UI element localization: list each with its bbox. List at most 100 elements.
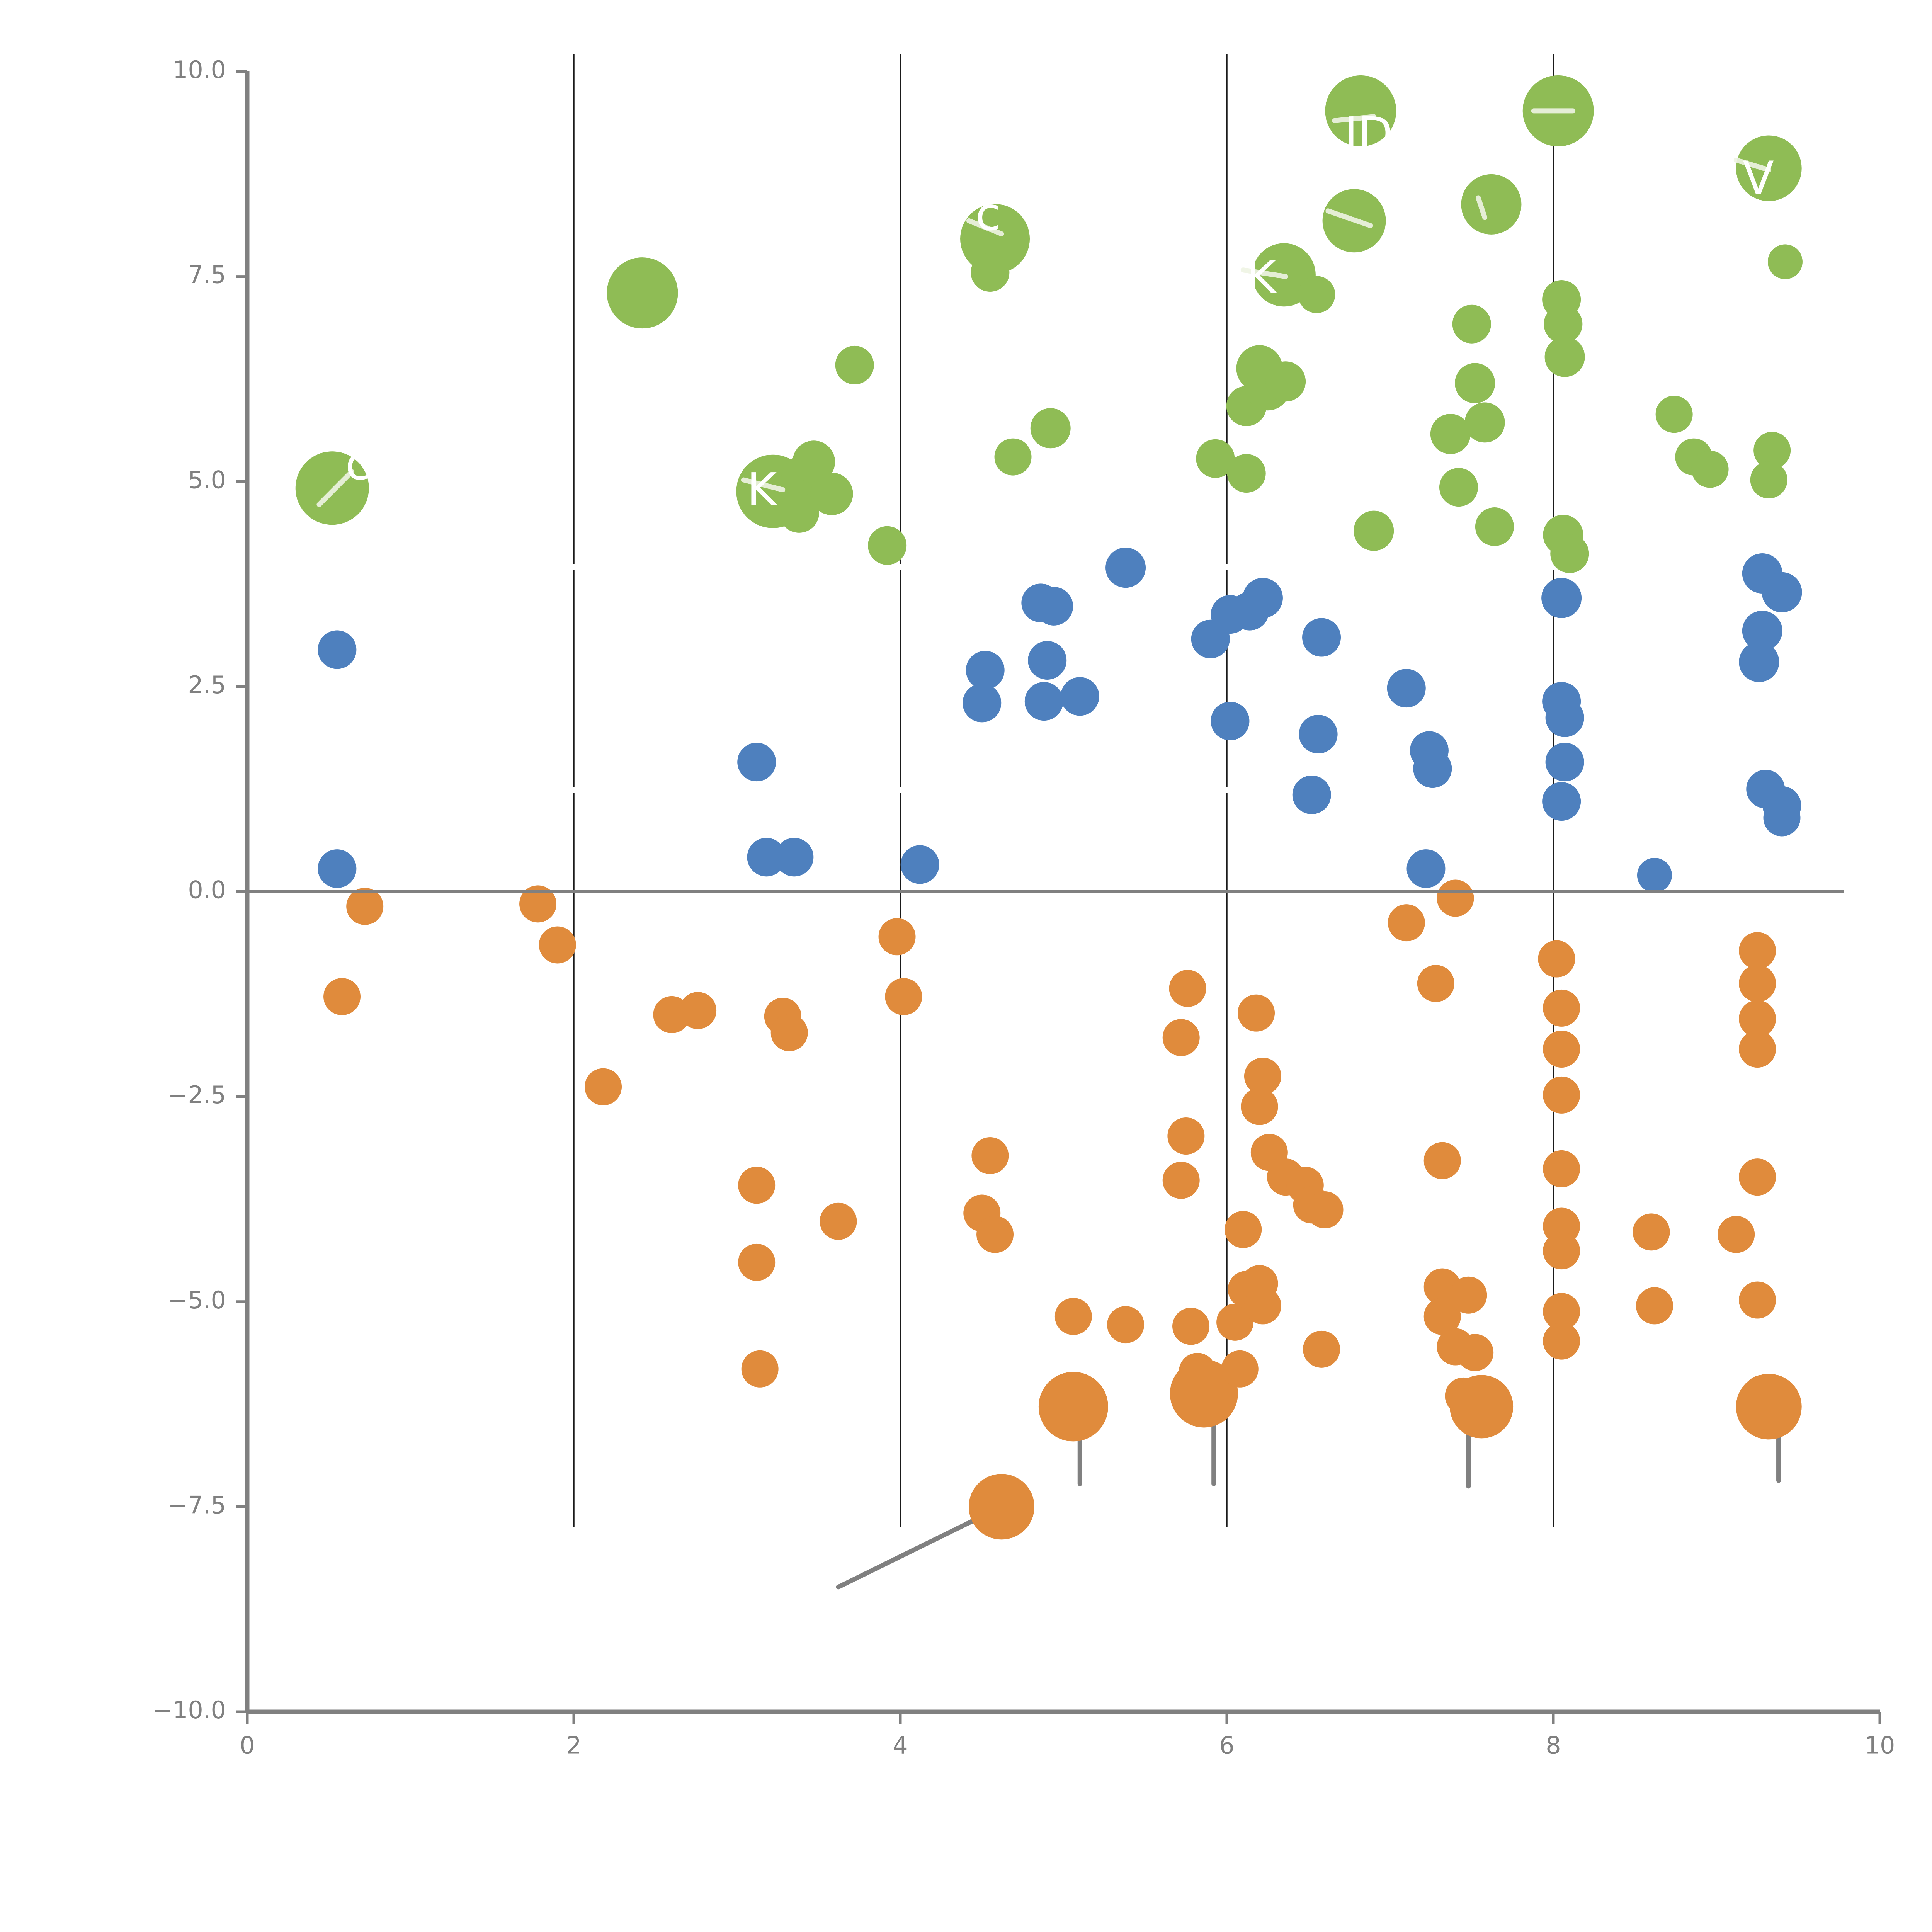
data-point-green-25[interactable] <box>1439 468 1478 507</box>
data-point-blue-7[interactable] <box>963 684 1002 723</box>
data-point-blue-4[interactable] <box>775 838 814 877</box>
data-point-blue-6[interactable] <box>966 651 1005 690</box>
data-point-green-20[interactable] <box>1298 276 1335 313</box>
data-point-orange-12[interactable] <box>820 1202 857 1240</box>
data-point-orange-28[interactable] <box>1170 1359 1238 1428</box>
data-point-orange-11[interactable] <box>770 1014 808 1051</box>
data-point-blue-26[interactable] <box>1541 578 1582 618</box>
series-orange-points[interactable] <box>323 879 1802 1540</box>
data-point-orange-20[interactable] <box>1038 1372 1108 1442</box>
data-point-orange-37[interactable] <box>1241 1088 1278 1125</box>
data-point-orange-21[interactable] <box>1107 1306 1145 1344</box>
data-point-orange-52[interactable] <box>1450 1276 1487 1314</box>
data-point-blue-38[interactable] <box>1763 799 1801 837</box>
data-point-blue-22[interactable] <box>1387 669 1426 708</box>
data-point-blue-19[interactable] <box>1302 618 1341 657</box>
data-point-orange-34[interactable] <box>1244 1287 1281 1325</box>
data-point-orange-3[interactable] <box>539 926 576 964</box>
data-point-green-33[interactable] <box>1544 304 1583 344</box>
data-point-green-18[interactable] <box>1227 454 1266 493</box>
data-point-orange-6[interactable] <box>679 992 717 1029</box>
data-point-green-41[interactable] <box>1767 244 1803 279</box>
data-point-orange-19[interactable] <box>1054 1298 1092 1335</box>
data-point-orange-57[interactable] <box>1543 1031 1580 1068</box>
data-point-blue-3[interactable] <box>747 838 786 877</box>
data-point-orange-1[interactable] <box>323 978 361 1015</box>
data-point-blue-33[interactable] <box>1762 572 1802 612</box>
data-point-blue-21[interactable] <box>1292 776 1331 815</box>
data-point-orange-66[interactable] <box>1718 1216 1755 1253</box>
data-point-orange-58[interactable] <box>1543 1076 1580 1114</box>
data-point-green-8[interactable] <box>868 526 907 565</box>
data-point-orange-55[interactable] <box>1538 940 1575 978</box>
data-point-green-24[interactable] <box>1430 414 1471 454</box>
data-point-green-23[interactable] <box>1354 510 1394 551</box>
data-point-green-28[interactable] <box>1452 304 1491 344</box>
data-point-orange-23[interactable] <box>1162 1019 1200 1056</box>
data-point-green-42[interactable] <box>1753 432 1791 469</box>
data-point-blue-9[interactable] <box>1034 587 1073 626</box>
data-point-orange-30[interactable] <box>1221 1350 1259 1388</box>
data-point-blue-17[interactable] <box>1242 578 1283 618</box>
data-point-blue-2[interactable] <box>737 743 776 782</box>
data-point-orange-2[interactable] <box>519 885 557 923</box>
data-point-orange-31[interactable] <box>1225 1211 1262 1248</box>
data-point-blue-35[interactable] <box>1739 642 1779 682</box>
data-point-green-4[interactable] <box>793 440 835 483</box>
data-point-green-34[interactable] <box>1544 337 1585 377</box>
data-point-green-37[interactable] <box>1655 396 1693 433</box>
data-point-orange-24[interactable] <box>1167 1117 1205 1155</box>
data-point-orange-44[interactable] <box>1388 904 1425 942</box>
data-point-orange-36[interactable] <box>1244 1058 1281 1095</box>
data-point-green-43[interactable] <box>1750 461 1787 499</box>
data-point-orange-45[interactable] <box>1417 965 1454 1002</box>
data-point-blue-11[interactable] <box>1024 682 1063 721</box>
data-point-orange-4[interactable] <box>585 1068 622 1105</box>
data-point-green-9[interactable] <box>960 204 1030 274</box>
data-point-green-6[interactable] <box>779 492 820 533</box>
data-point-orange-72[interactable] <box>1739 1281 1776 1319</box>
data-point-orange-68[interactable] <box>1739 932 1776 969</box>
data-point-orange-13[interactable] <box>878 918 916 956</box>
data-point-blue-12[interactable] <box>1060 677 1099 716</box>
data-point-green-27[interactable] <box>1464 402 1505 443</box>
data-point-orange-35[interactable] <box>1238 994 1275 1032</box>
data-point-blue-31[interactable] <box>1637 858 1672 893</box>
data-point-green-30[interactable] <box>1475 507 1514 546</box>
data-point-green-29[interactable] <box>1461 174 1522 235</box>
data-point-orange-56[interactable] <box>1543 989 1580 1027</box>
data-point-orange-0[interactable] <box>346 888 384 925</box>
data-point-blue-13[interactable] <box>1105 548 1146 588</box>
data-point-blue-30[interactable] <box>1542 782 1581 821</box>
data-point-orange-65[interactable] <box>1636 1287 1673 1325</box>
data-point-orange-9[interactable] <box>741 1350 779 1388</box>
data-point-orange-7[interactable] <box>738 1167 776 1204</box>
data-point-blue-18[interactable] <box>1211 702 1250 741</box>
data-point-green-36[interactable] <box>1550 534 1589 573</box>
data-point-orange-22[interactable] <box>1169 969 1206 1007</box>
data-point-orange-67[interactable] <box>1739 1158 1776 1196</box>
data-point-green-17[interactable] <box>1265 361 1306 402</box>
data-point-green-11[interactable] <box>994 438 1032 476</box>
data-point-blue-25[interactable] <box>1406 849 1446 888</box>
data-point-orange-26[interactable] <box>1172 1308 1210 1345</box>
data-point-orange-61[interactable] <box>1543 1232 1580 1270</box>
data-point-green-12[interactable] <box>1030 408 1071 449</box>
data-point-blue-24[interactable] <box>1413 749 1452 788</box>
data-point-orange-54[interactable] <box>1450 1375 1514 1439</box>
data-point-orange-42[interactable] <box>1306 1191 1344 1229</box>
data-point-orange-74[interactable] <box>1736 1374 1802 1440</box>
data-point-orange-47[interactable] <box>1423 1142 1461 1179</box>
data-point-green-5[interactable] <box>810 473 853 515</box>
data-point-blue-20[interactable] <box>1299 714 1338 753</box>
data-point-orange-14[interactable] <box>885 978 922 1015</box>
data-point-orange-49[interactable] <box>1423 1298 1461 1335</box>
data-point-green-22[interactable] <box>1325 75 1396 146</box>
data-point-green-13[interactable] <box>1196 439 1235 478</box>
data-point-blue-10[interactable] <box>1028 641 1067 680</box>
data-point-orange-43[interactable] <box>1303 1330 1340 1368</box>
data-point-orange-25[interactable] <box>1162 1162 1200 1199</box>
data-point-orange-53[interactable] <box>1456 1334 1494 1371</box>
data-point-blue-29[interactable] <box>1545 743 1584 782</box>
data-point-orange-17[interactable] <box>976 1216 1014 1253</box>
